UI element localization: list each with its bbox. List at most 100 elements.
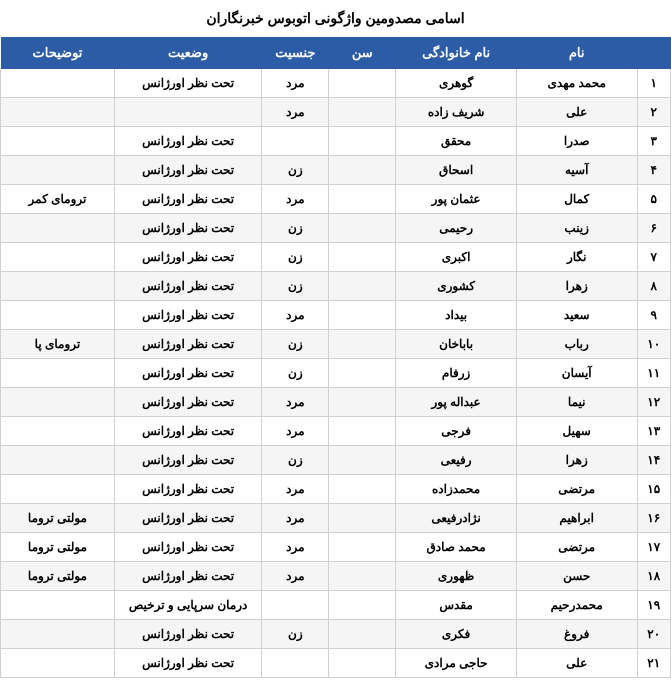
cell-gender: مرد (262, 388, 329, 417)
cell-gender (262, 127, 329, 156)
cell-age (329, 591, 396, 620)
cell-status: تحت نظر اورژانس (114, 301, 261, 330)
cell-number: ۱۶ (637, 504, 671, 533)
cell-status: تحت نظر اورژانس (114, 504, 261, 533)
cell-number: ۱۴ (637, 446, 671, 475)
cell-age (329, 330, 396, 359)
table-row: ۸زهراکشوریزنتحت نظر اورژانس (1, 272, 671, 301)
cell-firstname: نگار (516, 243, 637, 272)
cell-firstname: ابراهیم (516, 504, 637, 533)
cell-gender (262, 649, 329, 678)
cell-age (329, 156, 396, 185)
cell-gender: مرد (262, 562, 329, 591)
cell-gender: زن (262, 156, 329, 185)
cell-gender: مرد (262, 301, 329, 330)
cell-lastname: محقق (396, 127, 517, 156)
cell-firstname: آیسان (516, 359, 637, 388)
cell-lastname: فکری (396, 620, 517, 649)
table-row: ۱۰ربابباباخانزنتحت نظر اورژانسترومای پا (1, 330, 671, 359)
cell-firstname: زهرا (516, 446, 637, 475)
cell-lastname: محمد صادق (396, 533, 517, 562)
cell-number: ۶ (637, 214, 671, 243)
cell-lastname: عبداله پور (396, 388, 517, 417)
cell-number: ۱۰ (637, 330, 671, 359)
cell-lastname: محمدزاده (396, 475, 517, 504)
cell-firstname: آسیه (516, 156, 637, 185)
cell-lastname: زرفام (396, 359, 517, 388)
cell-number: ۱۸ (637, 562, 671, 591)
cell-firstname: محمدرحیم (516, 591, 637, 620)
cell-gender: زن (262, 214, 329, 243)
table-row: ۱۳سهیلفرجیمردتحت نظر اورژانس (1, 417, 671, 446)
cell-gender: زن (262, 330, 329, 359)
table-row: ۷نگاراکبریزنتحت نظر اورژانس (1, 243, 671, 272)
cell-number: ۳ (637, 127, 671, 156)
col-number (637, 37, 671, 69)
cell-gender: مرد (262, 185, 329, 214)
cell-notes (1, 69, 115, 98)
cell-notes (1, 214, 115, 243)
cell-notes (1, 301, 115, 330)
cell-number: ۹ (637, 301, 671, 330)
cell-lastname: عثمان پور (396, 185, 517, 214)
cell-notes: مولتی تروما (1, 504, 115, 533)
cell-firstname: کمال (516, 185, 637, 214)
cell-status: درمان سرپایی و ترخیص (114, 591, 261, 620)
table-row: ۹سعیدبیدادمردتحت نظر اورژانس (1, 301, 671, 330)
cell-gender: مرد (262, 417, 329, 446)
table-row: ۵کمالعثمان پورمردتحت نظر اورژانسترومای ک… (1, 185, 671, 214)
cell-age (329, 649, 396, 678)
cell-firstname: فروغ (516, 620, 637, 649)
cell-firstname: رباب (516, 330, 637, 359)
cell-lastname: کشوری (396, 272, 517, 301)
header-row: نام نام خانوادگی سن جنسیت وضعیت توضیحات (1, 37, 671, 69)
cell-number: ۸ (637, 272, 671, 301)
cell-status: تحت نظر اورژانس (114, 185, 261, 214)
table-row: ۱محمد مهدیگوهریمردتحت نظر اورژانس (1, 69, 671, 98)
cell-number: ۱ (637, 69, 671, 98)
cell-number: ۱۱ (637, 359, 671, 388)
cell-status: تحت نظر اورژانس (114, 127, 261, 156)
cell-lastname: اکبری (396, 243, 517, 272)
col-notes: توضیحات (1, 37, 115, 69)
cell-status: تحت نظر اورژانس (114, 417, 261, 446)
cell-lastname: نژادرفیعی (396, 504, 517, 533)
cell-gender: مرد (262, 533, 329, 562)
cell-firstname: سهیل (516, 417, 637, 446)
cell-status: تحت نظر اورژانس (114, 475, 261, 504)
cell-status: تحت نظر اورژانس (114, 156, 261, 185)
table-body: ۱محمد مهدیگوهریمردتحت نظر اورژانس۲علیشری… (1, 69, 671, 678)
cell-firstname: حسن (516, 562, 637, 591)
cell-status: تحت نظر اورژانس (114, 388, 261, 417)
cell-notes (1, 620, 115, 649)
cell-status: تحت نظر اورژانس (114, 330, 261, 359)
cell-notes (1, 243, 115, 272)
data-table: نام نام خانوادگی سن جنسیت وضعیت توضیحات … (0, 37, 671, 678)
table-row: ۲۰فروغفکریزنتحت نظر اورژانس (1, 620, 671, 649)
cell-lastname: رفیعی (396, 446, 517, 475)
cell-notes: مولتی تروما (1, 533, 115, 562)
cell-firstname: مرتضی (516, 475, 637, 504)
col-status: وضعیت (114, 37, 261, 69)
cell-age (329, 533, 396, 562)
cell-notes (1, 591, 115, 620)
cell-number: ۱۹ (637, 591, 671, 620)
cell-lastname: فرجی (396, 417, 517, 446)
cell-age (329, 504, 396, 533)
cell-age (329, 98, 396, 127)
cell-number: ۲۱ (637, 649, 671, 678)
cell-gender: زن (262, 359, 329, 388)
cell-firstname: زینب (516, 214, 637, 243)
table-row: ۱۸حسنظهوریمردتحت نظر اورژانسمولتی تروما (1, 562, 671, 591)
cell-number: ۱۷ (637, 533, 671, 562)
col-age: سن (329, 37, 396, 69)
cell-number: ۴ (637, 156, 671, 185)
cell-notes (1, 446, 115, 475)
cell-age (329, 127, 396, 156)
cell-age (329, 359, 396, 388)
table-row: ۱۵مرتضیمحمدزادهمردتحت نظر اورژانس (1, 475, 671, 504)
cell-notes (1, 272, 115, 301)
cell-firstname: علی (516, 649, 637, 678)
cell-notes (1, 417, 115, 446)
table-row: ۱۱آیسانزرفامزنتحت نظر اورژانس (1, 359, 671, 388)
